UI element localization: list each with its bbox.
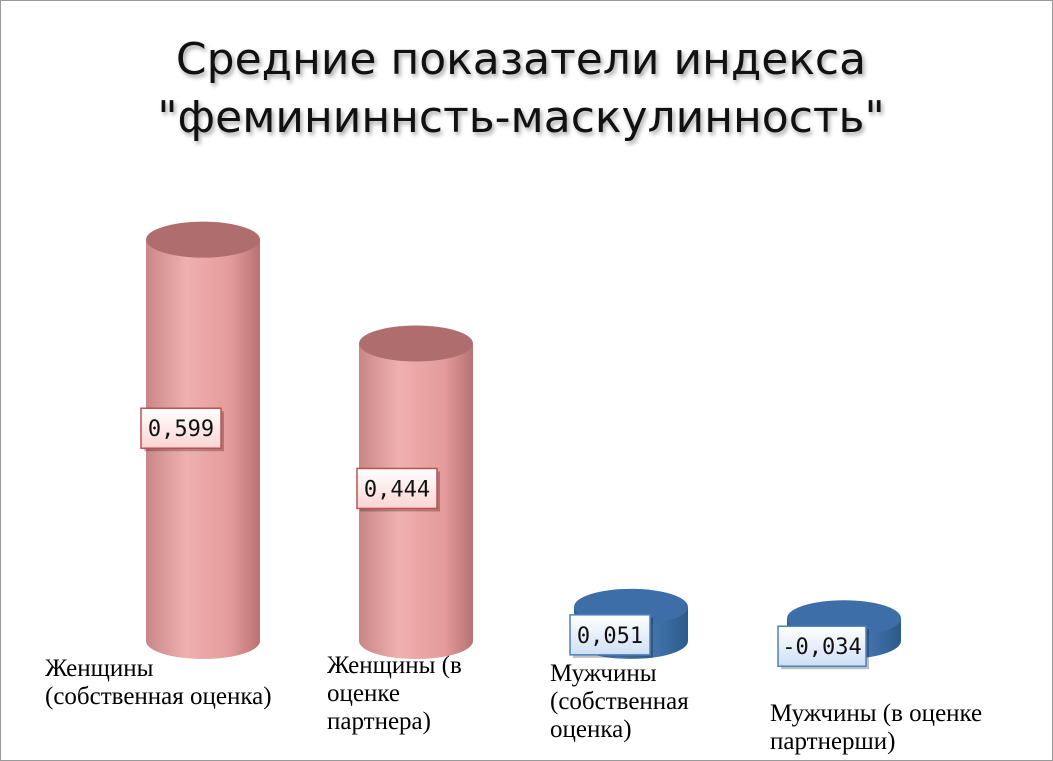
data-label-2-text: 0,444 — [364, 477, 430, 502]
category-label-2-line-3: партнера) — [327, 708, 431, 735]
data-label-3: 0,051 — [569, 614, 653, 658]
category-label-2-line-2: оценке — [327, 680, 400, 707]
data-label-1-text: 0,599 — [148, 417, 214, 442]
data-label-2: 0,444 — [356, 467, 440, 512]
bars-layer — [146, 221, 901, 659]
data-label-2-box — [356, 467, 438, 510]
category-label-3-line-3: оценка) — [550, 716, 632, 743]
category-label-4: Мужчины (в оценке партнерши) — [770, 700, 982, 756]
chart-title-line-2: "фемининнсть-маскулинность" — [157, 92, 885, 143]
category-label-2: Женщины (в оценке партнера) — [327, 652, 462, 736]
category-label-4-line-2: партнерши) — [770, 728, 896, 755]
category-label-1: Женщины (собственная оценка) — [45, 655, 272, 711]
chart-title-line-1: Средние показатели индекса — [175, 34, 867, 85]
data-label-3-text: 0,051 — [577, 624, 643, 649]
data-label-4: -0,034 — [777, 625, 869, 670]
category-label-2-line-1: Женщины (в — [327, 652, 462, 679]
data-label-1-box — [140, 407, 222, 449]
data-labels-layer: 0,599 0,444 0,051 -0,034 — [140, 407, 869, 670]
data-label-3-box — [569, 614, 651, 656]
category-label-1-line-1: Женщины — [45, 655, 154, 682]
bar-2-top — [359, 325, 473, 362]
bar-1-top — [146, 221, 260, 258]
category-label-3-line-2: (собственная — [550, 688, 689, 715]
data-label-4-box — [777, 625, 867, 667]
category-label-3: Мужчины (собственная оценка) — [550, 660, 689, 744]
category-label-1-line-2: (собственная оценка) — [45, 683, 272, 710]
bar-1-body — [146, 239, 260, 659]
data-label-4-text: -0,034 — [782, 635, 861, 660]
bar-1 — [146, 221, 260, 659]
chart-title: Средние показатели индекса "фемининнсть-… — [81, 31, 961, 147]
data-label-1: 0,599 — [140, 407, 224, 452]
category-label-3-line-1: Мужчины — [550, 660, 657, 687]
category-label-4-line-1: Мужчины (в оценке — [770, 700, 983, 727]
